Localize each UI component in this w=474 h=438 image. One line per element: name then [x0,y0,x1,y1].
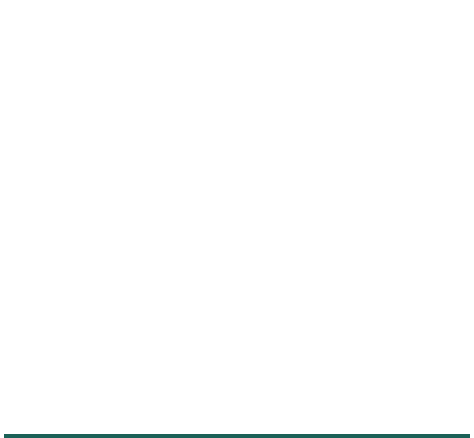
Bar [151,434,253,438]
Bar [4,434,151,438]
Bar [367,434,470,438]
Bar [253,434,367,438]
